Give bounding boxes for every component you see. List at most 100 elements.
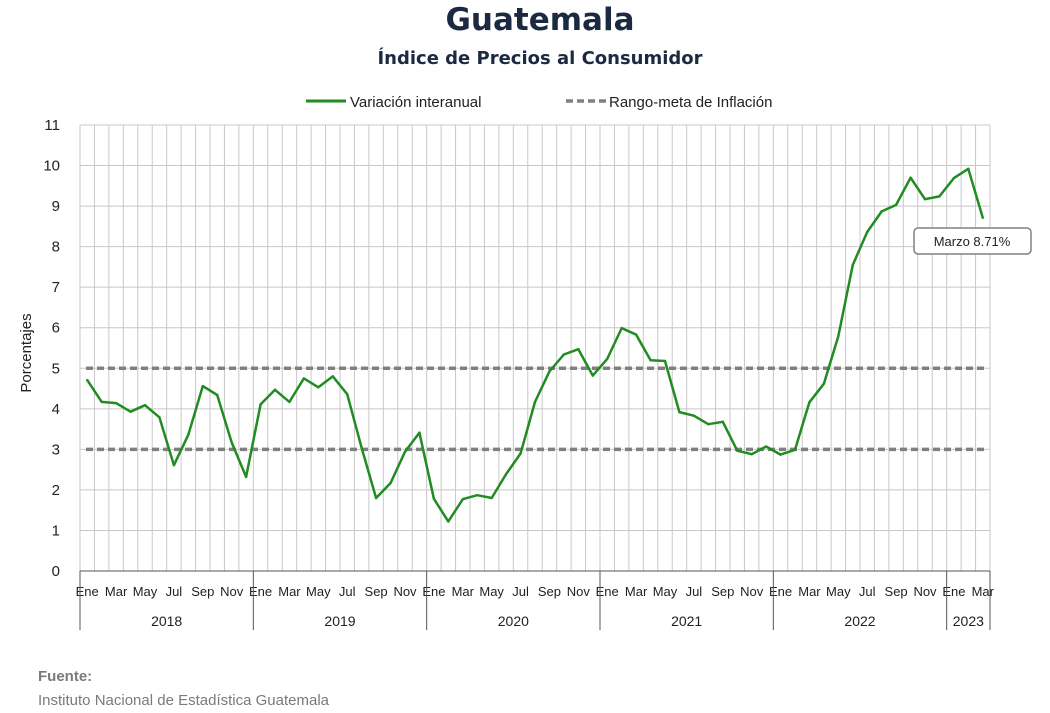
data-point	[519, 452, 522, 455]
year-label: 2018	[151, 613, 182, 629]
data-point	[346, 393, 349, 396]
data-point	[129, 410, 132, 413]
data-point	[952, 176, 956, 180]
data-point	[894, 203, 898, 207]
data-point	[981, 216, 984, 220]
y-tick-label: 0	[52, 563, 60, 580]
x-tick-label: May	[479, 584, 504, 599]
x-tick-label: Mar	[452, 584, 475, 599]
data-point	[143, 403, 147, 407]
data-point	[259, 403, 262, 406]
x-tick-label: Nov	[220, 584, 244, 599]
data-point	[244, 475, 248, 479]
data-point	[100, 400, 103, 404]
x-tick-label: Mar	[972, 584, 995, 599]
data-point	[461, 498, 464, 501]
data-point	[504, 472, 508, 476]
x-tick-label: Ene	[942, 584, 965, 599]
y-tick-label: 7	[52, 279, 60, 296]
data-point	[678, 410, 681, 414]
data-point	[750, 453, 753, 456]
data-point	[447, 520, 450, 523]
data-point	[230, 441, 233, 444]
annotation-text: Marzo 8.71%	[934, 234, 1011, 249]
chart-subtitle: Índice de Precios al Consumidor	[377, 48, 703, 69]
data-point	[577, 348, 580, 351]
x-tick-label: Nov	[393, 584, 417, 599]
data-point	[331, 375, 334, 378]
annotation-callout: Marzo 8.71%	[913, 227, 1032, 255]
data-point	[476, 493, 479, 497]
data-point	[389, 481, 392, 485]
series-variacion-interanual	[86, 167, 984, 523]
data-point	[808, 401, 811, 404]
data-point	[317, 386, 320, 389]
x-tick-label: Sep	[365, 584, 388, 599]
x-tick-label: May	[653, 584, 678, 599]
data-point	[403, 450, 407, 453]
x-tick-label: Nov	[567, 584, 591, 599]
year-label: 2023	[953, 613, 984, 629]
x-tick-label: Ene	[76, 584, 99, 599]
x-tick-label: Nov	[740, 584, 764, 599]
data-point	[736, 449, 739, 452]
x-tick-label: Ene	[422, 584, 445, 599]
y-tick-label: 1	[52, 522, 60, 539]
data-point	[663, 359, 667, 363]
data-point	[432, 497, 436, 501]
data-point	[692, 414, 696, 417]
data-point	[158, 416, 161, 419]
x-tick-label: Jul	[339, 584, 356, 599]
data-point	[533, 400, 537, 404]
data-point	[360, 446, 363, 450]
legend-label-rango: Rango-meta de Inflación	[609, 94, 772, 111]
target-range-lines	[86, 366, 988, 452]
x-tick-label: Sep	[538, 584, 561, 599]
x-tick-label: Nov	[913, 584, 937, 599]
data-point	[86, 378, 89, 382]
y-tick-label: 2	[52, 482, 60, 499]
year-label: 2021	[671, 613, 702, 629]
data-point	[418, 431, 421, 434]
x-tick-label: Ene	[596, 584, 619, 599]
y-tick-label: 6	[52, 320, 60, 337]
data-point	[114, 401, 118, 405]
series-line	[86, 167, 984, 523]
y-axis: 0 1 2 3 4 5 6 7 8 9 10 11	[43, 117, 60, 580]
data-point	[649, 358, 652, 362]
x-tick-label: Mar	[278, 584, 301, 599]
data-point	[779, 453, 782, 456]
data-point	[201, 384, 204, 388]
source-text: Instituto Nacional de Estadística Guatem…	[38, 692, 329, 709]
x-tick-label: Mar	[105, 584, 128, 599]
data-point	[793, 448, 797, 451]
data-point	[909, 176, 912, 179]
annotation-box	[913, 227, 1032, 255]
data-point	[822, 382, 826, 385]
data-point	[273, 388, 277, 391]
source-label: Fuente:	[38, 668, 93, 685]
x-tick-label: Sep	[711, 584, 734, 599]
y-axis-label: Porcentajes	[18, 313, 35, 392]
data-point	[721, 420, 724, 423]
data-point	[187, 433, 190, 436]
data-point	[548, 370, 551, 373]
data-point	[866, 230, 869, 234]
x-tick-label: Ene	[769, 584, 792, 599]
chart-title: Guatemala	[445, 2, 635, 38]
data-point	[374, 496, 378, 500]
y-tick-label: 5	[52, 360, 60, 377]
x-tick-label: May	[133, 584, 158, 599]
x-tick-label: Jul	[512, 584, 529, 599]
y-tick-label: 3	[52, 441, 60, 458]
data-point	[302, 377, 306, 380]
data-point	[837, 335, 840, 338]
x-tick-label: Mar	[625, 584, 648, 599]
x-tick-label: Jul	[686, 584, 703, 599]
x-tick-label: Ene	[249, 584, 272, 599]
x-tick-label: May	[306, 584, 331, 599]
data-point	[880, 210, 883, 213]
x-tick-label: May	[826, 584, 851, 599]
data-point	[923, 197, 927, 201]
